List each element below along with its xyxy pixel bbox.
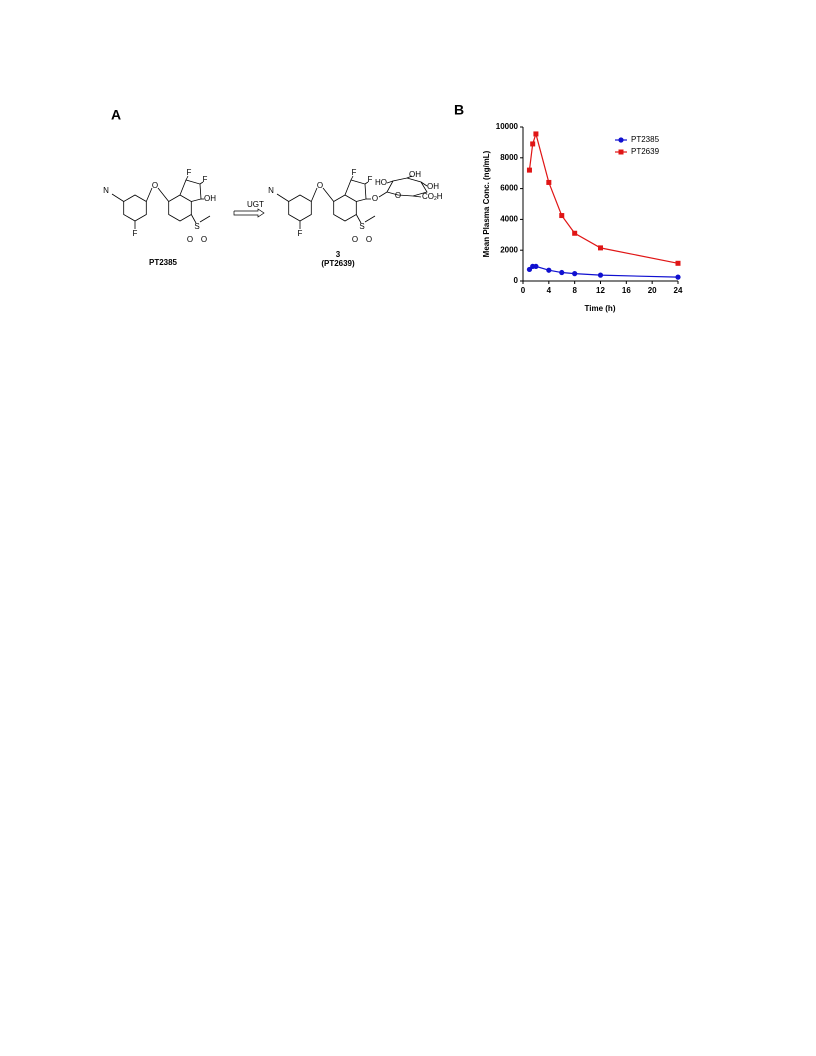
x-tick-label: 16 [622,286,631,295]
atom: N [268,186,274,195]
atom: O [187,235,193,244]
atom: OH [204,194,216,203]
series-line [529,265,679,278]
panel-label: A [111,107,121,123]
atom: O [366,235,372,244]
data-point [675,274,681,280]
atom: S [359,222,364,231]
x-tick-label: 8 [572,286,577,295]
legend-marker [618,149,624,155]
x-tick-label: 12 [596,286,605,295]
chart: Time (h) Mean Plasma Conc. (ng/mL) 0 2000… [482,122,683,313]
y-tick-label: 10000 [496,122,519,131]
atom: O [395,191,401,200]
y-tick-label: 8000 [500,153,518,162]
atom: F [133,229,138,238]
molecule: N F O F F OH S O O PT2385 [103,168,216,267]
compound-name: 3 [336,250,341,259]
data-point [597,272,604,278]
data-point [526,167,532,173]
atom: O [317,181,323,190]
y-tick-label: 2000 [500,245,518,254]
atom: F [368,175,373,184]
data-point [546,267,552,273]
atom: O [372,194,378,203]
x-tick-label: 20 [648,286,657,295]
molecule: N F O F F O S O O HO OH OH O CO2H 3 (PT2… [268,168,443,268]
atom: F [203,175,208,184]
atom: CO2H [422,192,443,202]
atom: F [298,229,303,238]
atom: O [152,181,158,190]
data-point [533,131,539,137]
atom: OH [427,182,439,191]
panel-label: B [454,102,464,118]
data-point [572,230,578,236]
atom: OH [409,170,421,179]
legend-marker [618,137,624,143]
atom: F [352,168,357,177]
data-point [530,141,536,147]
atom: F [187,168,192,177]
x-axis-title: Time (h) [585,304,616,313]
x-tick-label: 24 [674,286,683,295]
data-point [572,271,578,277]
compound-alias: (PT2639) [321,259,355,268]
x-tick-label: 0 [521,286,526,295]
data-point [598,245,603,251]
y-tick-label: 0 [514,276,519,285]
atom: N [103,186,109,195]
atom: S [194,222,199,231]
data-point [533,263,539,269]
atom: O [201,235,207,244]
atom: HO [375,178,387,187]
y-axis-title: Mean Plasma Conc. (ng/mL) [482,150,491,257]
enzyme-label: UGT [247,200,264,209]
x-tick-label: 4 [547,286,552,295]
y-tick-label: 4000 [500,215,518,224]
legend-label: PT2385 [631,135,660,144]
data-point [546,179,552,185]
data-point [559,269,565,276]
legend-label: PT2639 [631,147,660,156]
data-point [559,213,565,219]
data-point [526,266,533,273]
atom: O [352,235,358,244]
reaction-arrow: UGT [233,200,265,218]
data-point [675,260,681,266]
compound-name: PT2385 [149,258,178,267]
y-tick-label: 6000 [500,184,518,193]
